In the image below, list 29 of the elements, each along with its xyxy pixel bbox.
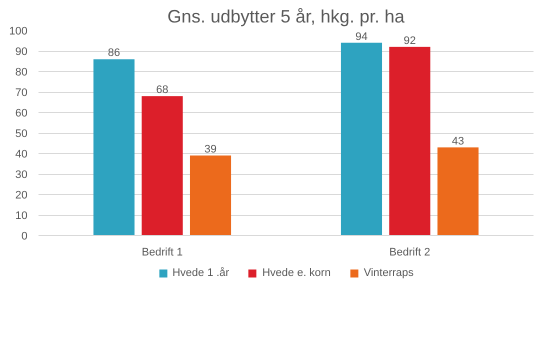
chart-title: Gns. udbytter 5 år, hkg. pr. ha (167, 6, 406, 26)
data-label: 86 (108, 47, 120, 60)
y-tick-label: 90 (15, 46, 28, 58)
legend-label: Hvede 1 .år (172, 267, 230, 279)
data-label: 43 (452, 135, 464, 148)
bar (93, 59, 135, 236)
y-tick-label: 50 (15, 128, 28, 140)
data-label: 68 (156, 84, 168, 96)
y-tick-label: 0 (21, 230, 28, 242)
y-tick-label: 60 (15, 108, 28, 120)
data-label: 92 (404, 34, 416, 47)
legend-label: Vinterraps (364, 267, 414, 279)
x-tick-label: Bedrift 1 (142, 246, 183, 258)
y-tick-label: 30 (15, 169, 28, 181)
bar (142, 96, 183, 236)
x-tick-label: Bedrift 2 (389, 246, 430, 258)
bar (389, 46, 430, 236)
bar (340, 42, 382, 236)
y-tick-label: 20 (15, 190, 28, 202)
y-tick-label: 10 (15, 210, 28, 222)
y-tick-label: 100 (9, 26, 28, 38)
data-label: 39 (204, 144, 217, 156)
y-tick-label: 40 (15, 148, 28, 160)
bar (190, 156, 232, 236)
data-label: 94 (355, 30, 368, 43)
bar (437, 147, 479, 236)
legend-label: Hvede e. korn (262, 267, 331, 279)
y-tick-label: 80 (15, 66, 28, 78)
y-tick-label: 70 (15, 87, 28, 99)
